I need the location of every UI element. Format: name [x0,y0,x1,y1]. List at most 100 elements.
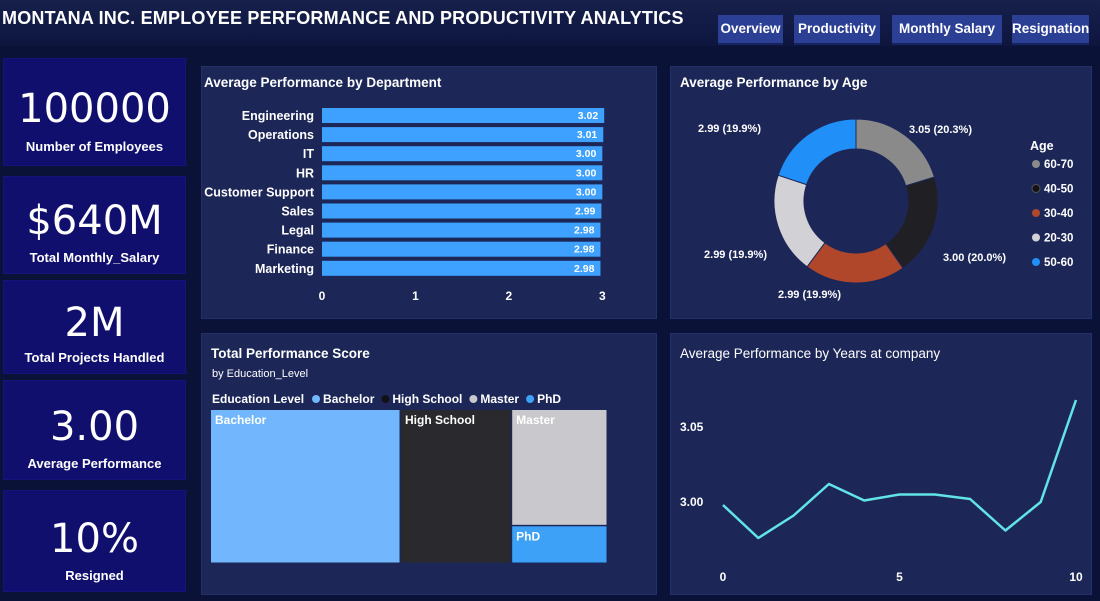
years-y-tick-label: 3.05 [680,420,704,434]
department-bar-value-label: 3.00 [576,186,597,198]
age-slice-label: 3.05 (20.3%) [909,124,972,136]
department-bar-value-label: 2.98 [574,244,595,256]
kpi-value: 3.00 [49,404,140,450]
years-chart-panel: Average Performance by Years at company … [670,333,1092,595]
kpi-value: 2M [64,300,125,346]
department-x-tick-label: 1 [412,289,419,303]
nav-productivity-button[interactable]: Productivity [794,15,880,45]
kpi-card-salary: $640M Total Monthly_Salary [3,176,186,274]
education-chart-subtitle: by Education_Level [212,368,309,380]
nav-resignation-button[interactable]: Resignation [1012,15,1089,45]
kpi-card-resigned: 10% Resigned [3,490,186,592]
kpi-label: Number of Employees [25,139,164,154]
kpi-label: Total Projects Handled [24,350,165,365]
kpi-card-performance: 3.00 Average Performance [3,380,186,480]
department-bar-value-label: 3.02 [578,110,599,122]
department-chart-panel: Average Performance by Department Engine… [201,66,657,319]
education-treemap-label: PhD [516,529,540,543]
department-bar[interactable] [322,127,604,143]
age-legend-marker [1032,258,1040,266]
age-chart-title: Average Performance by Age [680,75,868,90]
education-treemap-cell[interactable] [401,410,511,563]
education-treemap-cell[interactable] [512,410,607,525]
age-slice-label: 3.00 (20.0%) [943,252,1006,264]
department-bar-value-label: 3.00 [576,148,597,160]
education-legend-marker [381,395,390,403]
age-legend-label[interactable]: 60-70 [1044,159,1073,171]
department-bar-value-label: 2.98 [574,263,595,275]
kpi-card-employees: 100000 Number of Employees [3,58,186,166]
kpi-label: Total Monthly_Salary [29,250,160,265]
education-legend-label[interactable]: High School [392,392,462,406]
age-donut-chart: 3.05 (20.3%) 3.00 (20.0%) 2.99 (19.9%) 2.99… [698,118,1073,301]
education-treemap-cell[interactable] [512,526,607,563]
department-bar[interactable] [322,146,603,162]
education-legend-marker [469,395,478,403]
department-bar-value-label: 3.00 [576,167,597,179]
kpi-label: Resigned [65,568,124,583]
years-y-tick-label: 3.00 [680,495,704,509]
years-performance-line[interactable] [722,399,1078,540]
department-x-tick-label: 3 [599,289,606,303]
education-legend-title: Education Level [212,392,304,406]
department-category-label: Customer Support [204,185,315,199]
department-category-label: HR [296,166,314,180]
age-legend-marker [1031,184,1041,193]
age-legend-label[interactable]: 20-30 [1044,233,1073,245]
age-donut-slice[interactable] [773,174,826,268]
years-x-tick-label: 0 [720,570,727,584]
age-donut-slice[interactable] [777,118,857,186]
department-category-label: Legal [281,224,314,238]
department-x-tick-label: 2 [506,289,513,303]
department-bar[interactable] [322,165,603,181]
department-x-tick-label: 0 [319,289,326,303]
education-legend-marker [312,395,321,403]
department-bar[interactable] [322,222,601,238]
education-chart-panel: Total Performance Score by Education_Lev… [201,333,657,595]
department-bar-value-label: 3.01 [577,129,598,141]
department-category-label: Operations [248,128,314,142]
years-x-tick-label: 10 [1069,570,1083,584]
department-bar-chart: Engineering 3.02 Operations 3.01 IT 3.00 HR 3.0… [204,108,606,303]
education-legend-label[interactable]: PhD [537,392,561,406]
education-chart-title: Total Performance Score [211,346,370,361]
age-slice-label: 2.99 (19.9%) [704,249,767,261]
department-bar[interactable] [322,203,602,219]
age-slice-label: 2.99 (19.9%) [778,289,841,301]
age-donut-slice[interactable] [806,242,904,284]
age-slice-label: 2.99 (19.9%) [698,123,761,135]
education-treemap-label: High School [405,413,475,427]
age-legend-label[interactable]: 40-50 [1044,184,1073,196]
nav-monthly-salary-button[interactable]: Monthly Salary [892,15,1002,45]
department-bar[interactable] [322,108,605,123]
header-bar: MONTANA INC. EMPLOYEE PERFORMANCE AND PR… [0,0,1100,46]
department-bar[interactable] [322,184,603,200]
education-legend-marker [526,395,535,403]
education-treemap: Education Level Bachelor High School Master… [211,392,607,563]
age-legend-marker [1032,209,1040,217]
department-category-label: Marketing [255,262,314,276]
age-legend-label[interactable]: 30-40 [1044,208,1073,220]
years-line-chart: 3.00 3.05 0 5 10 [680,399,1083,584]
education-legend-label[interactable]: Master [480,392,519,406]
education-treemap-cell[interactable] [211,410,400,563]
department-bar[interactable] [322,241,601,257]
age-legend-title: Age [1030,139,1054,153]
age-chart-panel: Average Performance by Age 3.05 (20.3%) 3… [670,66,1092,319]
department-category-label: IT [303,147,314,161]
department-bar-value-label: 2.99 [575,206,596,218]
nav-overview-button[interactable]: Overview [718,15,783,45]
department-bar[interactable] [322,260,601,276]
education-treemap-label: Master [516,413,555,427]
kpi-card-projects: 2M Total Projects Handled [3,280,186,374]
department-category-label: Sales [281,205,314,219]
department-category-label: Finance [267,243,314,257]
department-category-label: Engineering [242,109,314,123]
years-x-tick-label: 5 [896,570,903,584]
age-legend-marker [1032,160,1040,168]
education-treemap-label: Bachelor [215,413,267,427]
education-legend-label[interactable]: Bachelor [323,392,375,406]
age-legend-label[interactable]: 50-60 [1044,257,1073,269]
kpi-label: Average Performance [27,456,162,471]
page-title: MONTANA INC. EMPLOYEE PERFORMANCE AND PR… [2,8,684,28]
